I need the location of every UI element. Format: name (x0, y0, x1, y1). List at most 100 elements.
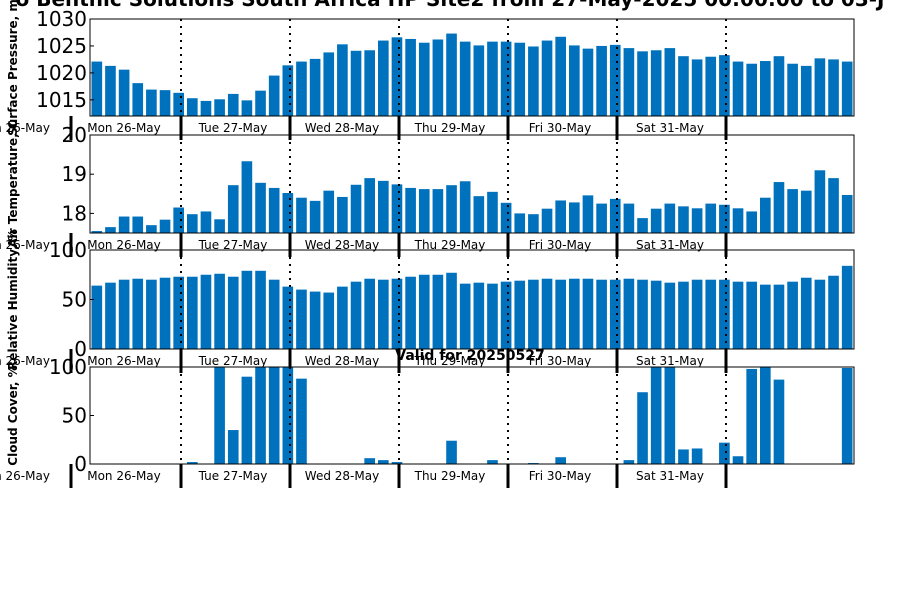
bar (732, 281, 744, 349)
bar (91, 285, 103, 349)
bar (637, 51, 648, 116)
bar (760, 367, 771, 464)
bar (841, 367, 853, 464)
bar (773, 56, 785, 116)
bar (446, 33, 457, 116)
bar (705, 279, 717, 349)
bar (678, 206, 689, 233)
x-tick-label: Sat 31-May (636, 121, 704, 135)
bar (105, 65, 116, 116)
bar (296, 197, 307, 233)
bar (378, 460, 389, 464)
bar (323, 52, 335, 116)
plot-frame (89, 366, 855, 465)
bar (118, 279, 130, 349)
x-tick-label: n 26-May (0, 121, 50, 135)
plot-frame (89, 134, 855, 234)
bar (528, 46, 539, 117)
bar (623, 48, 635, 116)
bar (255, 182, 266, 233)
bar (187, 98, 198, 116)
bar (309, 58, 321, 116)
bar (500, 202, 512, 233)
bar (732, 61, 744, 116)
bar (719, 442, 730, 464)
bar (609, 279, 621, 349)
bar (650, 50, 662, 117)
bar (596, 203, 607, 233)
bar (500, 281, 512, 349)
bar (528, 279, 539, 349)
bar (364, 178, 375, 233)
bar (446, 272, 457, 349)
figure-title: o Benthic Solutions South Africa HP Site… (16, 0, 885, 11)
bar (732, 456, 744, 464)
bar (637, 279, 648, 349)
bar (487, 283, 498, 349)
y-tick-label: 1025 (36, 34, 87, 58)
bar (514, 42, 526, 116)
x-tick-label: Tue 27-May (198, 354, 268, 368)
bar (391, 37, 403, 116)
bar (309, 291, 321, 349)
bar (405, 276, 416, 349)
bar (200, 274, 212, 349)
bar (350, 184, 362, 233)
bar (841, 265, 853, 349)
bar (814, 170, 826, 233)
bar (732, 208, 744, 233)
bar (569, 278, 580, 349)
bar (760, 284, 771, 349)
bar (664, 203, 676, 233)
bar (541, 278, 553, 349)
bar (787, 281, 798, 349)
bar (650, 367, 662, 464)
x-tick-label: Wed 28-May (305, 469, 379, 483)
x-tick-label: Tue 27-May (198, 121, 268, 135)
bar (418, 189, 430, 233)
x-tick-label: Fri 30-May (529, 469, 592, 483)
bar (705, 56, 717, 116)
bar (773, 182, 785, 233)
x-tick-label: Fri 30-May (529, 354, 592, 368)
bar (255, 367, 266, 464)
bar (841, 61, 853, 116)
y-tick-label: 1020 (36, 61, 87, 85)
bar (241, 270, 253, 349)
x-tick-label: Fri 30-May (529, 238, 592, 252)
bar (432, 274, 444, 349)
bar (268, 75, 280, 116)
bar (132, 83, 144, 116)
bar (282, 367, 294, 464)
x-tick-label: Thu 29-May (414, 238, 486, 252)
bar (200, 211, 212, 233)
bar (350, 50, 362, 116)
bar (800, 65, 812, 116)
bar (746, 211, 757, 233)
bar (214, 99, 225, 116)
bar (214, 219, 225, 233)
bar (282, 286, 294, 349)
bar (691, 279, 703, 349)
bar (800, 277, 812, 349)
bar (459, 283, 471, 349)
bar (705, 203, 717, 233)
bar (418, 42, 430, 116)
bar (282, 193, 294, 233)
y-tick-label: 1015 (36, 88, 87, 112)
bar (268, 279, 280, 349)
bar (146, 225, 157, 233)
bar (773, 284, 785, 349)
x-tick-label: n 26-May (0, 238, 50, 252)
bar (323, 190, 335, 233)
bar (609, 198, 621, 233)
bar (760, 197, 771, 233)
y-tick-label: 50 (62, 404, 87, 428)
x-tick-label: Thu 29-May (414, 354, 486, 368)
bar (391, 278, 403, 349)
y-tick-label: 18 (62, 201, 87, 225)
chart-panel-3: 0 50 100 Relative Humidity, %n 26-May Mon 26… (0, 229, 855, 373)
x-tick-label: Mon 26-May (87, 238, 161, 252)
bar (187, 276, 198, 349)
